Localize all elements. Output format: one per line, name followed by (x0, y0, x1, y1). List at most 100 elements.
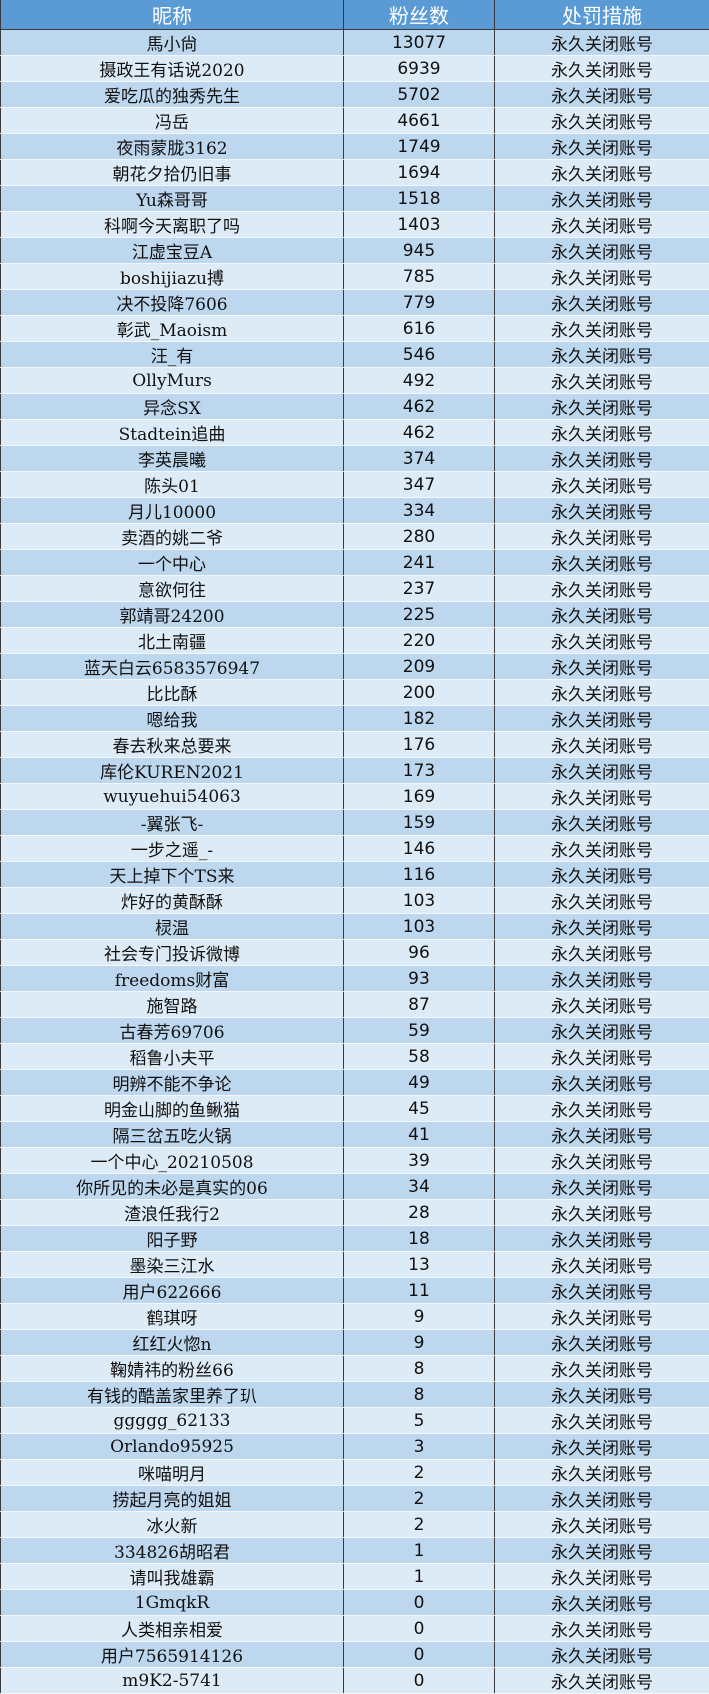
penalty-cell: 永久关闭账号 (495, 134, 709, 160)
penalty-cell: 永久关闭账号 (495, 992, 709, 1018)
followers-cell: 0 (344, 1642, 495, 1668)
nickname-cell: 墨染三江水 (1, 1252, 344, 1278)
followers-cell: 34 (344, 1174, 495, 1200)
followers-cell: 945 (344, 238, 495, 264)
penalty-cell: 永久关闭账号 (495, 1226, 709, 1252)
nickname-cell: 明金山脚的鱼鳅猫 (1, 1096, 344, 1122)
penalty-cell: 永久关闭账号 (495, 56, 709, 82)
followers-cell: 1403 (344, 212, 495, 238)
followers-cell: 1 (344, 1564, 495, 1590)
nickname-cell: 稻鲁小夫平 (1, 1044, 344, 1070)
followers-cell: 8 (344, 1356, 495, 1382)
nickname-cell: 炸好的黄酥酥 (1, 888, 344, 914)
nickname-cell: 一步之遥_- (1, 836, 344, 862)
followers-cell: 103 (344, 914, 495, 940)
nickname-cell: 一个中心_20210508 (1, 1148, 344, 1174)
penalty-cell: 永久关闭账号 (495, 264, 709, 290)
nickname-cell: 科啊今天离职了吗 (1, 212, 344, 238)
penalty-cell: 永久关闭账号 (495, 914, 709, 940)
followers-cell: 1694 (344, 160, 495, 186)
followers-cell: 237 (344, 576, 495, 602)
penalty-cell: 永久关闭账号 (495, 1590, 709, 1616)
followers-cell: 0 (344, 1668, 495, 1694)
penalty-cell: 永久关闭账号 (495, 940, 709, 966)
followers-cell: 59 (344, 1018, 495, 1044)
nickname-cell: 冯岳 (1, 108, 344, 134)
followers-cell: 2 (344, 1512, 495, 1538)
followers-cell: 0 (344, 1616, 495, 1642)
penalty-cell: 永久关闭账号 (495, 654, 709, 680)
nickname-cell: 卖酒的姚二爷 (1, 524, 344, 550)
penalty-cell: 永久关闭账号 (495, 446, 709, 472)
followers-cell: 3 (344, 1434, 495, 1460)
nickname-cell: Stadtein追曲 (1, 420, 344, 446)
penalty-cell: 永久关闭账号 (495, 472, 709, 498)
nickname-cell: 明辨不能不争论 (1, 1070, 344, 1096)
nickname-cell: 异念SX (1, 394, 344, 420)
penalty-cell: 永久关闭账号 (495, 394, 709, 420)
followers-cell: 462 (344, 394, 495, 420)
nickname-cell: 比比酥 (1, 680, 344, 706)
penalty-cell: 永久关闭账号 (495, 1174, 709, 1200)
followers-cell: 96 (344, 940, 495, 966)
penalty-cell: 永久关闭账号 (495, 550, 709, 576)
penalty-cell: 永久关闭账号 (495, 576, 709, 602)
penalty-cell: 永久关闭账号 (495, 1252, 709, 1278)
nickname-cell: 夜雨蒙胧3162 (1, 134, 344, 160)
penalty-cell: 永久关闭账号 (495, 1148, 709, 1174)
nickname-cell: 天上掉下个TS来 (1, 862, 344, 888)
nickname-cell: 朝花夕拾仍旧事 (1, 160, 344, 186)
penalty-cell: 永久关闭账号 (495, 1460, 709, 1486)
penalty-cell: 永久关闭账号 (495, 1200, 709, 1226)
penalty-cell: 永久关闭账号 (495, 1044, 709, 1070)
nickname-cell: m9K2-5741 (1, 1668, 344, 1694)
penalty-cell: 永久关闭账号 (495, 966, 709, 992)
followers-cell: 0 (344, 1590, 495, 1616)
penalty-cell: 永久关闭账号 (495, 290, 709, 316)
followers-cell: 6939 (344, 56, 495, 82)
followers-cell: 45 (344, 1096, 495, 1122)
nickname-cell: 社会专门投诉微博 (1, 940, 344, 966)
penalty-cell: 永久关闭账号 (495, 680, 709, 706)
penalty-cell: 永久关闭账号 (495, 628, 709, 654)
followers-cell: 334 (344, 498, 495, 524)
penalty-cell: 永久关闭账号 (495, 524, 709, 550)
followers-cell: 103 (344, 888, 495, 914)
nickname-cell: 嗯给我 (1, 706, 344, 732)
penalty-cell: 永久关闭账号 (495, 1408, 709, 1434)
penalty-cell: 永久关闭账号 (495, 1356, 709, 1382)
followers-cell: 462 (344, 420, 495, 446)
nickname-cell: 用户622666 (1, 1278, 344, 1304)
nickname-cell: 爱吃瓜的独秀先生 (1, 82, 344, 108)
penalty-cell: 永久关闭账号 (495, 160, 709, 186)
nickname-cell: 月儿10000 (1, 498, 344, 524)
followers-cell: 13077 (344, 30, 495, 56)
followers-cell: 5 (344, 1408, 495, 1434)
nickname-cell: 有钱的酷盖家里养了玐 (1, 1382, 344, 1408)
followers-cell: 146 (344, 836, 495, 862)
penalty-cell: 永久关闭账号 (495, 1564, 709, 1590)
